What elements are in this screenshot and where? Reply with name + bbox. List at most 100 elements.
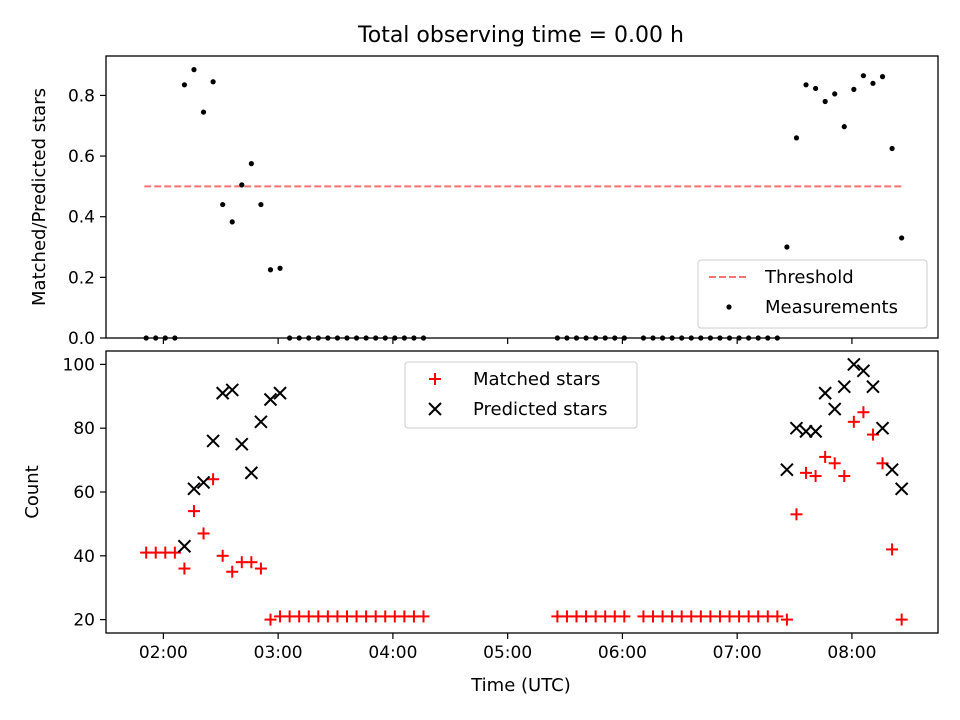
ratio-y-tick-label: 0.2 [68, 268, 95, 288]
matched-star-point [226, 565, 239, 578]
measurement-point [220, 201, 226, 208]
count-x-tick-label: 04:00 [368, 643, 417, 663]
ratio-y-tick-label: 0.0 [68, 329, 95, 349]
measurement-point [784, 244, 790, 250]
matched-star-point [857, 406, 870, 419]
ratio-marks [143, 67, 905, 341]
ratio-legend-frame [697, 259, 928, 329]
matched-star-point [828, 457, 841, 470]
predicted-star-point [837, 380, 851, 394]
predicted-star-point [828, 402, 842, 416]
count-y-tick-label: 40 [73, 547, 95, 567]
ratio-legend: Threshold Measurements [697, 259, 928, 329]
measurement-point [822, 98, 828, 105]
matched-star-point [780, 613, 793, 626]
measurement-point [229, 219, 235, 225]
predicted-star-point [808, 424, 823, 439]
measurement-point [803, 82, 809, 88]
predicted-star-point [215, 386, 230, 400]
count-legend: Matched stars Predicted stars [404, 361, 638, 429]
count-x-axis-label: Time (UTC) [470, 675, 571, 696]
count-x-tick-label: 05:00 [483, 643, 532, 663]
measurement-point [899, 235, 905, 241]
matched-star-point [187, 505, 200, 518]
count-x-tick-label: 08:00 [827, 643, 876, 663]
predicted-star-point [235, 437, 249, 451]
predicted-star-point [206, 434, 220, 448]
measurement-point [793, 135, 800, 141]
count-x-tick-label: 03:00 [254, 643, 303, 663]
matched-star-point [790, 508, 803, 521]
matched-star-point [197, 527, 210, 540]
matched-star-point [245, 556, 258, 569]
predicted-star-point [818, 386, 832, 400]
matched-legend-swatch [429, 373, 441, 385]
ratio-plot-frame [105, 55, 939, 339]
count-marks [140, 357, 909, 626]
count-y-axis-label: Count [22, 465, 43, 518]
predicted-star-point [187, 482, 201, 496]
matched-star-point [417, 610, 430, 623]
matched-star-point [819, 450, 832, 463]
predicted-star-point [885, 462, 899, 477]
predicted-star-point [847, 357, 861, 372]
matched-star-point [207, 473, 220, 486]
measurement-point [879, 74, 886, 80]
measurement-point [181, 82, 188, 88]
measurement-point [267, 267, 274, 273]
count-y-tick-label: 20 [73, 611, 95, 631]
ratio-panel: 0.00.20.40.60.8 Matched/Predicted stars … [29, 55, 939, 349]
count-panel: 02:00 03:00 04:00 05:00 06:00 07:00 08:00 20 40 6… [22, 350, 939, 696]
measurement-point [832, 91, 838, 97]
predicted-legend-label: Predicted stars [473, 399, 607, 420]
matched-star-point [838, 470, 851, 483]
count-x-tick-label: 07:00 [713, 643, 762, 663]
figure-title: Total observing time = 0.00 h [357, 23, 684, 48]
predicted-star-point [263, 392, 278, 407]
ratio-y-tick-label: 0.4 [68, 208, 95, 228]
matched-star-point [264, 613, 277, 626]
measurement-point [851, 86, 857, 92]
measurement-point [860, 73, 867, 79]
predicted-star-point [225, 383, 239, 397]
measurement-point [258, 201, 264, 208]
matched-star-point [886, 543, 899, 556]
measurement-point [841, 124, 847, 130]
ratio-y-tick-label: 0.8 [68, 86, 95, 106]
count-axes: 02:00 03:00 04:00 05:00 06:00 07:00 08:00 20 40 6… [63, 355, 877, 663]
predicted-star-point [244, 466, 259, 480]
measurement-point [870, 80, 876, 86]
predicted-star-point [780, 462, 794, 477]
predicted-star-point [177, 539, 192, 553]
measurement-point [210, 79, 216, 85]
measurement-point [248, 161, 254, 167]
measurements-legend-swatch [726, 304, 732, 310]
count-x-tick-label: 02:00 [139, 643, 188, 663]
matched-star-point [178, 562, 191, 575]
measurement-point [812, 85, 819, 92]
matched-legend-label: Matched stars [473, 369, 600, 390]
measurements-legend-label: Measurements [765, 297, 898, 318]
measurement-point [239, 182, 245, 188]
matched-star-point [254, 562, 267, 575]
matched-star-point [800, 466, 813, 479]
predicted-star-point [866, 380, 880, 394]
count-y-tick-label: 100 [63, 355, 95, 375]
ratio-y-tick-label: 0.6 [68, 147, 95, 167]
ratio-y-axis-label: Matched/Predicted stars [29, 88, 50, 306]
predicted-legend-swatch [428, 402, 442, 416]
matched-star-point [895, 613, 908, 626]
ratio-axes: 0.0 0.2 0.4 0.6 0.8 [68, 86, 853, 349]
predicted-star-point [254, 415, 268, 429]
count-x-tick-label: 06:00 [598, 643, 647, 663]
measurement-point [277, 265, 283, 271]
predicted-star-point [196, 475, 211, 490]
matched-star-point [847, 415, 860, 428]
matched-star-point [771, 610, 784, 623]
predicted-star-point [789, 421, 804, 435]
predicted-star-point [894, 482, 909, 496]
matched-star-point [809, 470, 822, 483]
predicted-star-point [856, 364, 871, 378]
